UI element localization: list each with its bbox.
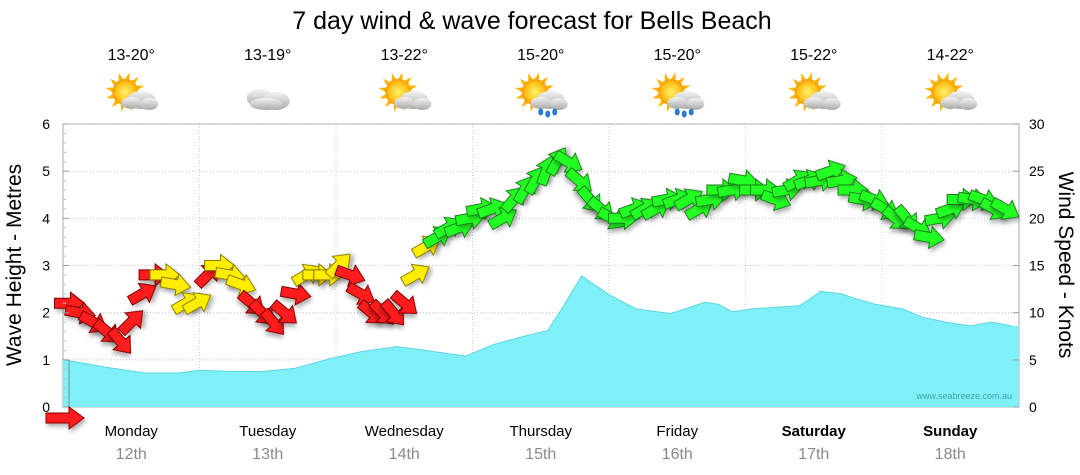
y-tick-left: 6 (42, 116, 50, 132)
day-temperature: 13-22° (381, 47, 428, 64)
y-axis-left-label: Wave Height - Metres (3, 164, 26, 366)
partly-cloudy-icon (788, 72, 841, 112)
watermark: www.seabreeze.com.au (915, 391, 1012, 401)
day-temperature: 15-20° (517, 47, 564, 64)
wind-arrow (117, 310, 144, 337)
showers-icon (515, 72, 568, 118)
y-tick-left: 4 (42, 210, 50, 226)
y-tick-right: 25 (1029, 163, 1045, 179)
day-name: Thursday (509, 423, 572, 440)
cloudy-icon (246, 89, 290, 110)
wind-arrow (126, 282, 157, 306)
day-name: Sunday (923, 423, 978, 440)
y-axis-left: 0 1 2 3 4 5 6 (42, 116, 69, 415)
wind-arrow (106, 326, 132, 354)
day-date: 15th (525, 446, 556, 463)
y-tick-right: 0 (1029, 399, 1037, 415)
wind-arrows (54, 147, 1020, 354)
wind-arrow (379, 298, 405, 326)
day-date: 17th (798, 446, 829, 463)
day-date: 16th (662, 446, 693, 463)
wind-arrow (269, 299, 297, 324)
wind-arrow (399, 263, 430, 287)
lower-left-marker (45, 406, 85, 430)
day-temperature: 13-19° (244, 47, 291, 64)
day-columns: 13-20° Monday 12th 13-19° Tuesday 13th 13-22° W… (105, 47, 978, 463)
wind-arrow (334, 264, 366, 287)
y-tick-right: 20 (1029, 210, 1045, 226)
wind-arrow (913, 225, 945, 250)
wave-height-area (62, 275, 1019, 407)
partly-cloudy-icon (105, 72, 159, 112)
y-tick-left: 5 (42, 163, 50, 179)
wave-height-line (62, 275, 1012, 374)
y-axis-right: 0 5 10 15 20 25 30 (1013, 116, 1045, 415)
day-date: 14th (389, 446, 420, 463)
y-tick-left: 1 (42, 352, 50, 368)
y-tick-right: 30 (1029, 116, 1045, 132)
day-temperature: 14-22° (927, 47, 974, 64)
day-date: 18th (935, 446, 966, 463)
y-tick-right: 10 (1029, 305, 1045, 321)
partly-cloudy-icon (924, 72, 978, 112)
day-name: Saturday (782, 423, 847, 440)
chart-title: 7 day wind & wave forecast for Bells Bea… (292, 7, 771, 35)
partly-cloudy-icon (378, 72, 432, 112)
showers-icon (651, 72, 705, 118)
day-name: Monday (105, 423, 159, 440)
y-tick-right: 5 (1029, 352, 1037, 368)
day-temperature: 15-22° (790, 47, 837, 64)
wave-height-fill (63, 275, 1019, 407)
wind-arrow (181, 292, 212, 316)
wind-arrow (487, 207, 518, 231)
day-name: Friday (656, 423, 698, 440)
day-name: Wednesday (365, 423, 444, 440)
wind-arrow (259, 307, 285, 335)
wind-arrow (279, 282, 312, 306)
wind-arrow (159, 272, 192, 297)
day-name: Tuesday (239, 423, 296, 440)
y-tick-left: 0 (42, 399, 50, 415)
day-date: 12th (116, 446, 147, 463)
day-temperature: 15-20° (654, 47, 701, 64)
day-temperature: 13-20° (108, 47, 155, 64)
y-tick-left: 2 (42, 305, 50, 321)
day-date: 13th (252, 446, 283, 463)
y-tick-right: 15 (1029, 258, 1045, 274)
wind-arrow (989, 196, 1020, 221)
y-tick-left: 3 (42, 258, 50, 274)
y-axis-right-label: Wind Speed - Knots (1054, 172, 1077, 359)
wind-arrow (389, 289, 418, 315)
